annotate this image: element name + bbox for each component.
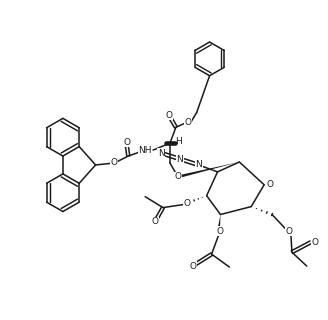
Text: O: O bbox=[267, 180, 274, 189]
Text: O: O bbox=[174, 172, 181, 181]
Text: O: O bbox=[184, 118, 191, 127]
Text: O: O bbox=[216, 227, 223, 236]
Text: O: O bbox=[111, 158, 118, 167]
Text: O: O bbox=[152, 217, 158, 226]
Polygon shape bbox=[217, 214, 220, 232]
Polygon shape bbox=[177, 162, 239, 178]
Text: O: O bbox=[311, 238, 318, 247]
Text: N: N bbox=[195, 160, 202, 170]
Text: O: O bbox=[189, 261, 196, 271]
Text: N: N bbox=[158, 148, 164, 157]
Text: O: O bbox=[285, 227, 292, 236]
Text: O: O bbox=[165, 111, 173, 120]
Text: O: O bbox=[124, 138, 131, 147]
Text: O: O bbox=[183, 199, 190, 208]
Text: NH: NH bbox=[138, 146, 152, 155]
Text: N: N bbox=[176, 155, 183, 164]
Text: H: H bbox=[175, 137, 182, 146]
